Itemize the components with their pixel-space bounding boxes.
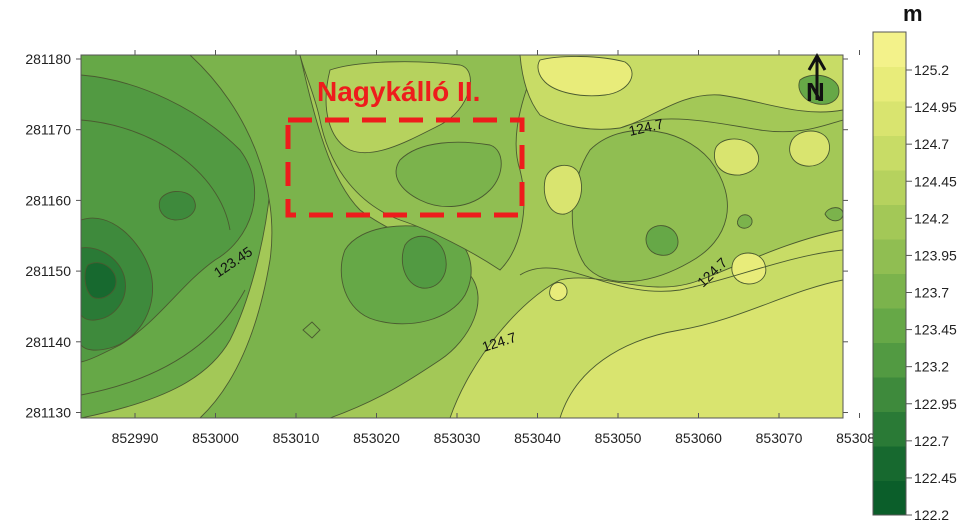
legend-color-band: [873, 170, 906, 205]
x-tick-label: 853030: [434, 430, 481, 446]
y-tick-label: 281140: [25, 334, 71, 350]
color-legend: m 125.2 124.95 124.7 124.45 124.2 123.95 123.7…: [872, 1, 957, 523]
legend-label: 123.45: [914, 322, 957, 338]
legend-label: 123.7: [914, 285, 949, 301]
legend-label: 122.2: [914, 507, 949, 523]
southeast-high: [559, 279, 843, 418]
central-depression: [401, 235, 447, 289]
site-label: Nagykálló II.: [317, 76, 480, 107]
legend-label: 122.95: [914, 396, 957, 412]
legend-color-band: [873, 308, 906, 343]
contour-line: [619, 118, 843, 133]
contour-label: 124.7: [627, 115, 665, 139]
x-tick-label: 853060: [675, 430, 722, 446]
legend-color-band: [873, 273, 906, 309]
legend-label: 124.95: [914, 99, 957, 115]
x-tick-label: 852990: [112, 430, 159, 446]
x-tick-label: 853080: [836, 430, 883, 446]
legend-frame: [872, 31, 907, 516]
north-arrow-icon: N: [806, 52, 827, 107]
legend-color-band: [873, 480, 906, 516]
y-tick-label: 281130: [25, 405, 71, 421]
site-boundary: [285, 117, 525, 218]
small-low: [824, 207, 843, 222]
legend-color-band: [873, 66, 906, 102]
x-tick-label: 853000: [192, 430, 239, 446]
central-band: [189, 55, 479, 418]
plot-area: [81, 55, 843, 418]
small-high: [543, 164, 582, 215]
legend-label: 123.2: [914, 359, 949, 375]
legend-color-band: [873, 446, 906, 481]
x-tick-label: 853050: [595, 430, 642, 446]
small-high: [731, 252, 767, 285]
north-trough: [395, 141, 502, 207]
east-depression: [645, 225, 679, 256]
contour-line: [81, 119, 231, 231]
x-axis: 852990 853000 853010 853020 853030 853040 8530…: [112, 50, 883, 446]
north-trough: [325, 61, 471, 154]
west-lowland-zone: [158, 191, 196, 221]
legend-color-band: [873, 411, 906, 447]
legend-label: 124.2: [914, 210, 949, 226]
small-low: [736, 214, 753, 229]
y-tick-label: 281180: [25, 51, 71, 67]
small-high: [789, 130, 830, 167]
unit-label: m: [903, 1, 923, 26]
x-tick-label: 853010: [273, 430, 320, 446]
north-label: N: [806, 77, 825, 107]
legend-label: 124.7: [914, 136, 949, 152]
small-high: [549, 282, 568, 301]
legend-color-band: [873, 135, 906, 171]
y-tick-label: 281170: [25, 122, 71, 138]
contour-line: [519, 249, 843, 292]
small-low: [302, 321, 321, 339]
small-high: [714, 138, 760, 176]
legend-label: 122.45: [914, 470, 957, 486]
legend-color-band: [873, 204, 906, 240]
legend-label: 122.7: [914, 433, 949, 449]
x-tick-label: 853020: [353, 430, 400, 446]
y-axis: 281180 281170 281160 281150 281140 281130: [25, 51, 848, 421]
y-tick-label: 281150: [25, 263, 71, 279]
east-depression: [571, 129, 728, 282]
contour-line: [81, 289, 246, 396]
legend-label: 123.95: [914, 247, 957, 263]
legend-color-band: [873, 239, 906, 274]
legend-label: 125.2: [914, 62, 949, 78]
legend-label: 124.45: [914, 173, 957, 189]
west-lowland-zone: [84, 262, 117, 299]
x-tick-label: 853040: [514, 430, 561, 446]
north-high: [537, 56, 633, 97]
legend-color-band: [873, 101, 906, 136]
x-tick-label: 853070: [756, 430, 803, 446]
legend-color-band: [873, 342, 906, 378]
small-low: [798, 74, 840, 105]
y-tick-label: 281160: [25, 192, 71, 208]
plot-frame: [80, 54, 844, 419]
legend-color-band: [873, 32, 906, 67]
legend-color-band: [873, 377, 906, 412]
